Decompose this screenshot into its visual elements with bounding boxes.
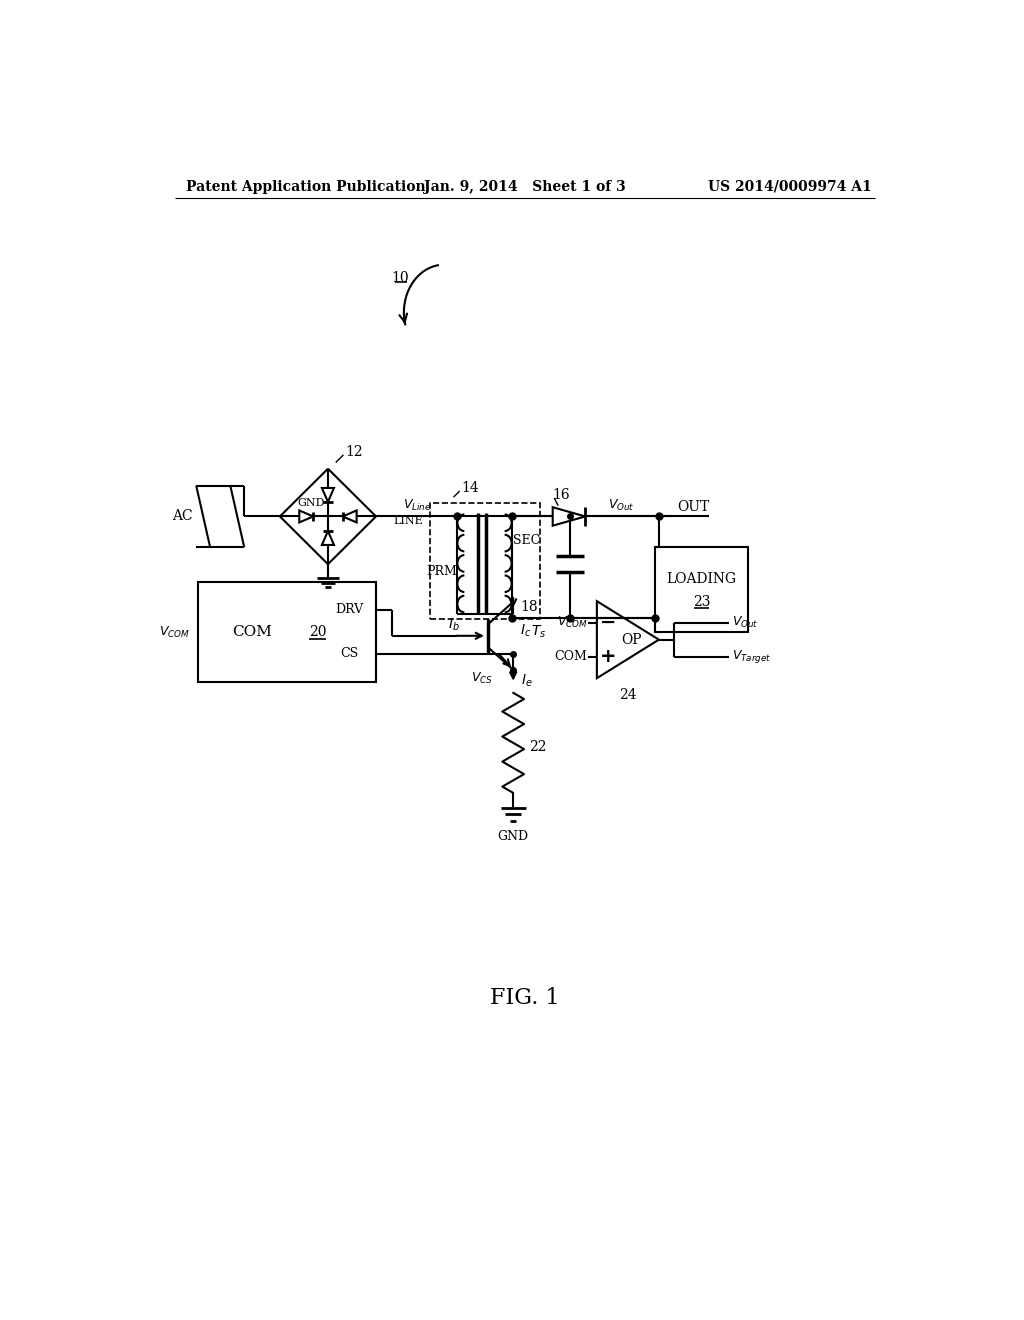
Bar [198, 582, 376, 682]
Polygon shape [322, 488, 334, 502]
Text: PRM: PRM [426, 565, 458, 578]
Polygon shape [343, 511, 356, 523]
Text: $V_{Out}$: $V_{Out}$ [608, 498, 635, 513]
Text: −: − [599, 614, 615, 632]
Text: COM: COM [555, 649, 588, 663]
Text: DRV: DRV [335, 603, 362, 616]
Text: 12: 12 [345, 445, 362, 459]
Bar [430, 503, 541, 619]
Polygon shape [553, 507, 586, 525]
Text: $V_{CS}$: $V_{CS}$ [471, 672, 493, 686]
Text: 18: 18 [520, 599, 539, 614]
Text: 20: 20 [309, 624, 327, 639]
Text: COM: COM [232, 624, 272, 639]
Text: LOADING: LOADING [667, 573, 736, 586]
Text: CS: CS [340, 648, 358, 660]
Bar [655, 548, 748, 632]
Text: 14: 14 [461, 480, 479, 495]
Text: Jan. 9, 2014   Sheet 1 of 3: Jan. 9, 2014 Sheet 1 of 3 [424, 180, 626, 194]
Text: 24: 24 [620, 688, 637, 702]
Text: $V_{COM}$: $V_{COM}$ [159, 624, 190, 639]
Text: US 2014/0009974 A1: US 2014/0009974 A1 [709, 180, 872, 194]
Text: LINE: LINE [393, 516, 424, 527]
Text: $I_c$: $I_c$ [520, 623, 531, 639]
Text: GND: GND [297, 498, 325, 508]
Text: $V_{Out}$: $V_{Out}$ [732, 615, 759, 630]
Text: OP: OP [622, 632, 642, 647]
Text: OUT: OUT [678, 500, 710, 515]
Text: $I_b$: $I_b$ [447, 616, 460, 634]
Text: $I_e$: $I_e$ [521, 673, 532, 689]
Text: Patent Application Publication: Patent Application Publication [186, 180, 426, 194]
Text: $V_{COM}$: $V_{COM}$ [557, 615, 588, 630]
Polygon shape [299, 511, 313, 523]
Text: 10: 10 [391, 271, 410, 285]
Text: GND: GND [498, 830, 528, 843]
Polygon shape [322, 531, 334, 545]
Text: 23: 23 [693, 595, 711, 610]
Text: FIG. 1: FIG. 1 [490, 987, 559, 1008]
Text: SEC: SEC [513, 533, 541, 546]
Text: 16: 16 [553, 488, 570, 502]
Text: $T_s$: $T_s$ [531, 624, 547, 640]
Text: AC: AC [172, 510, 193, 524]
Text: $V_{Target}$: $V_{Target}$ [732, 648, 772, 665]
Text: 22: 22 [528, 739, 546, 754]
Text: +: + [599, 647, 616, 667]
Text: $V_{Line}$: $V_{Line}$ [403, 498, 431, 513]
